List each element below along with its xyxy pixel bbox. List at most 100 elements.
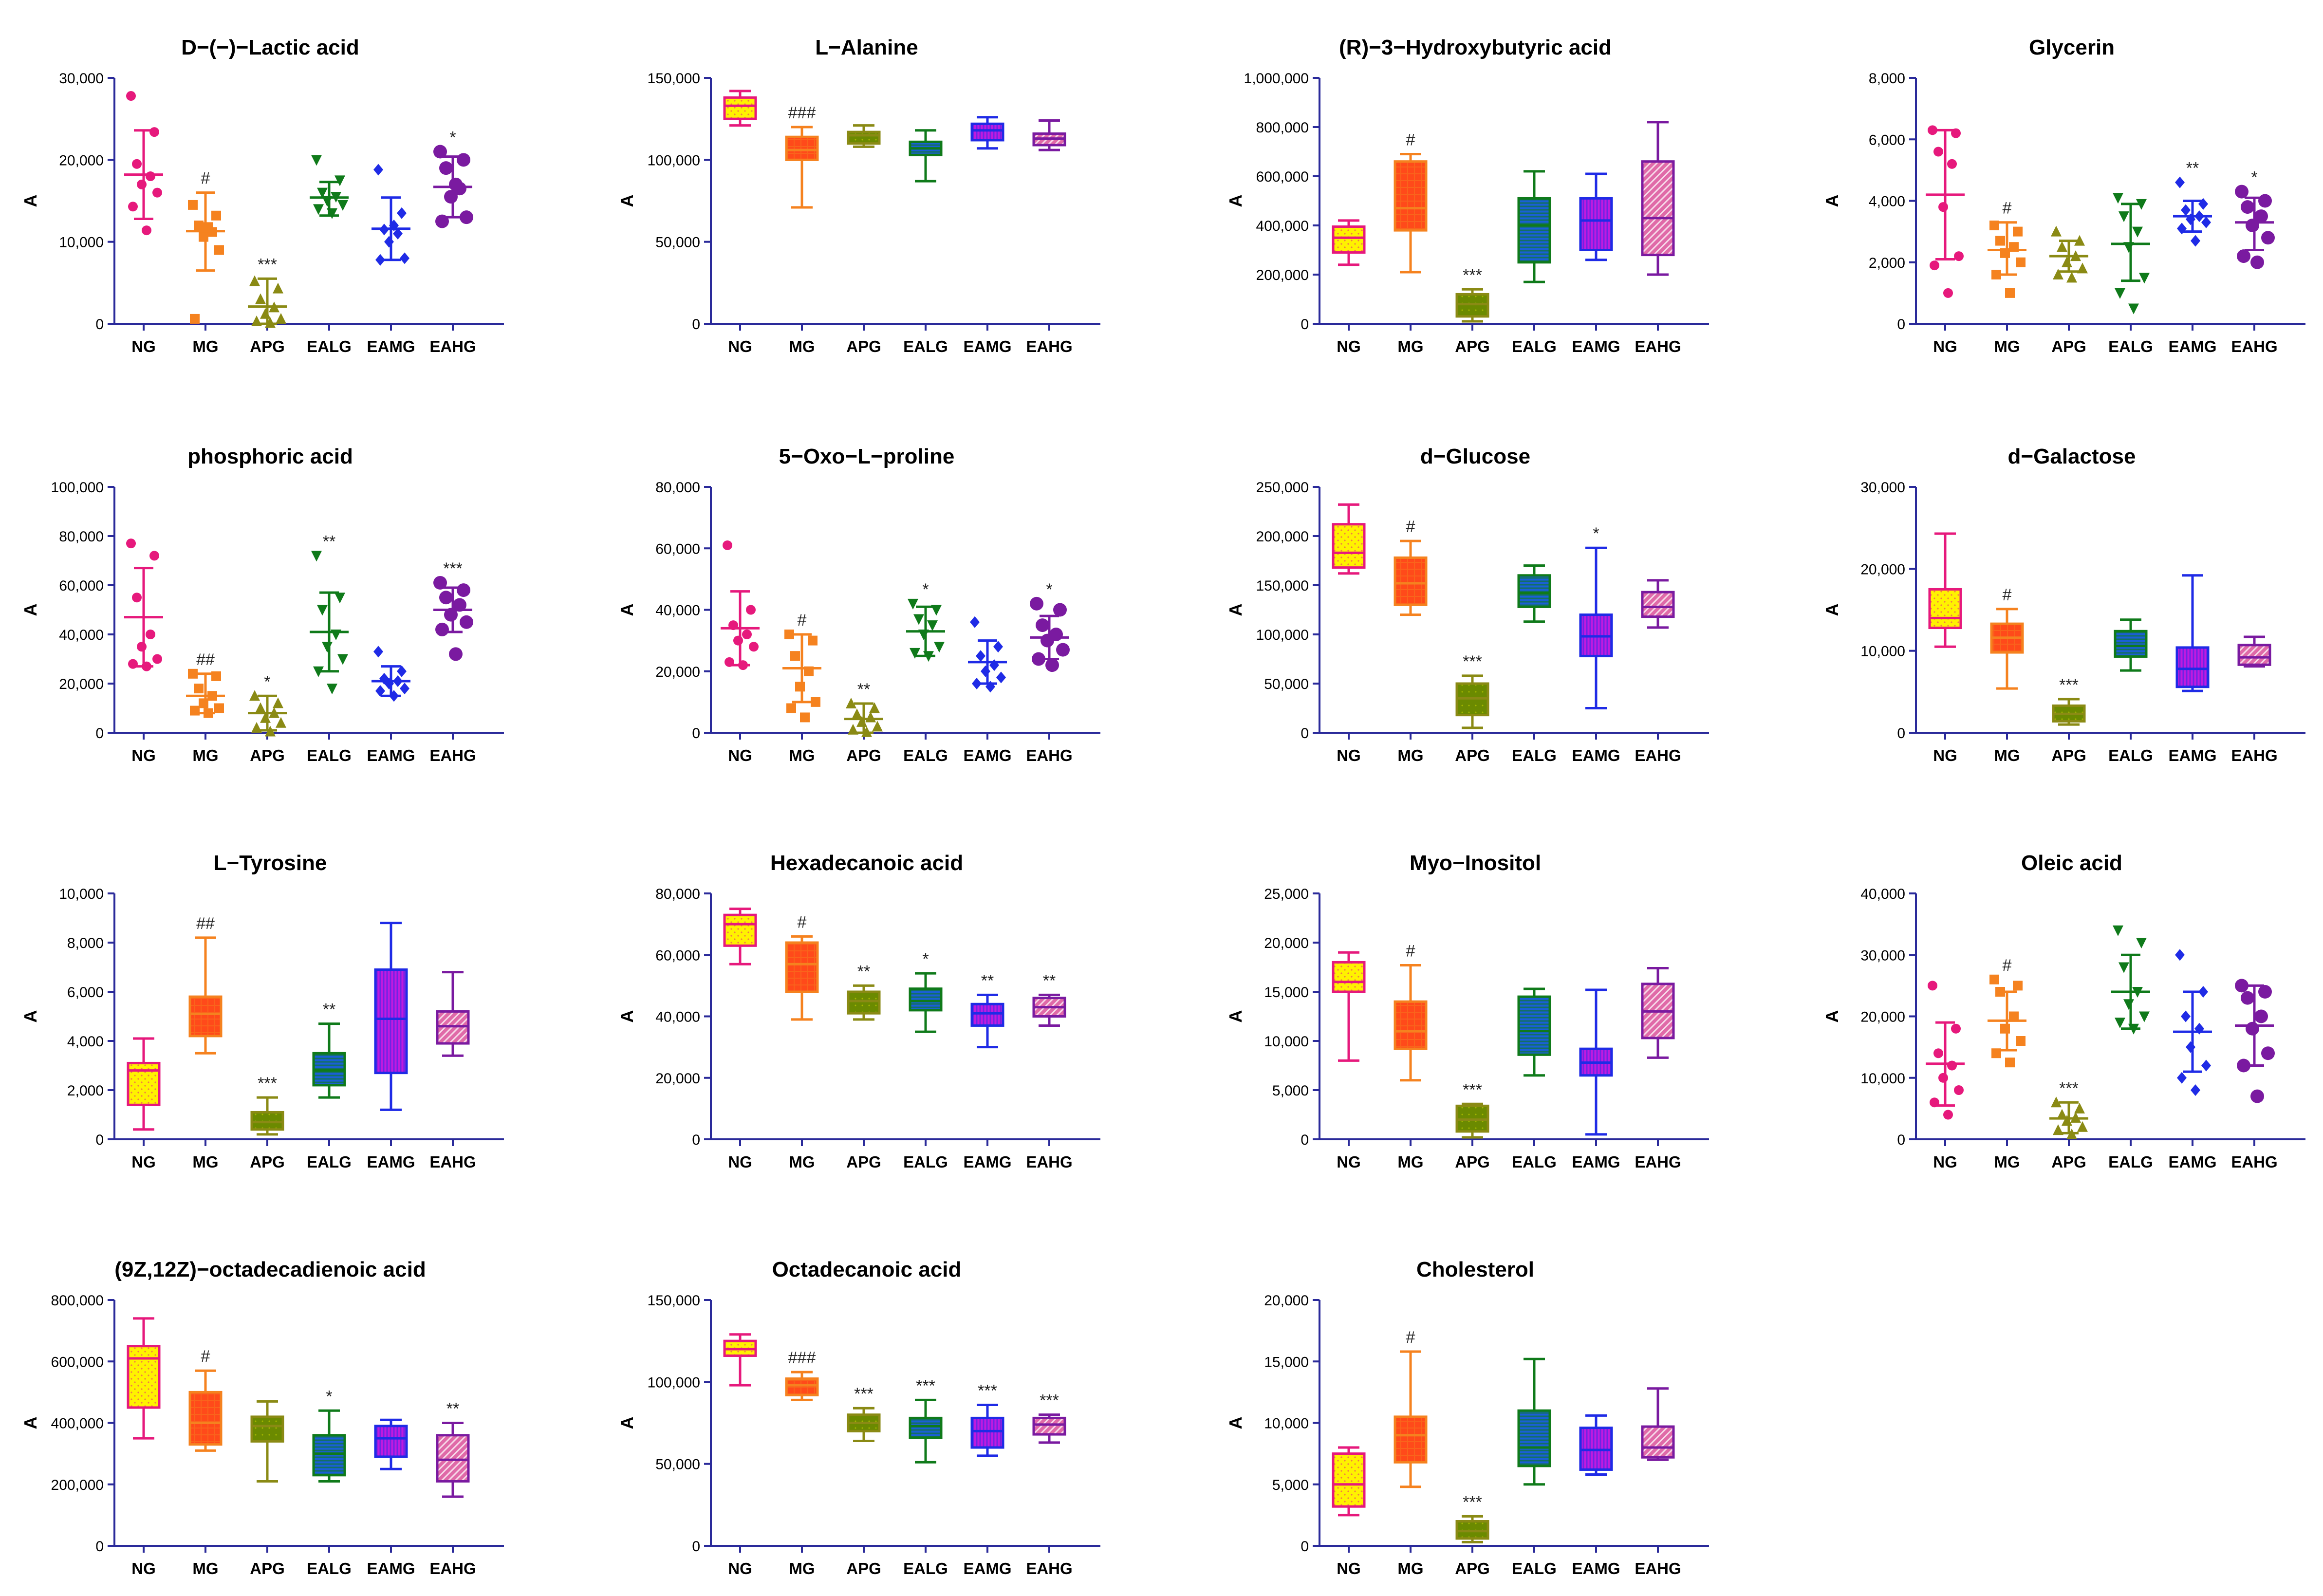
data-point (927, 620, 938, 631)
data-point (313, 666, 324, 677)
data-point (1954, 251, 1964, 261)
data-point (276, 313, 286, 324)
data-point (2241, 991, 2254, 1005)
data-point (2246, 219, 2259, 232)
data-point (790, 651, 800, 661)
data-point (2261, 231, 2275, 245)
data-point (444, 608, 458, 622)
x-tick-label: MG (192, 1153, 218, 1171)
y-tick-label: 800,000 (1256, 120, 1309, 136)
y-tick-label: 8,000 (67, 935, 104, 951)
data-point (1947, 1060, 1957, 1071)
y-tick-label: 600,000 (1256, 169, 1309, 185)
data-point (976, 650, 985, 662)
data-point (1045, 658, 1059, 672)
significance-label: ** (323, 532, 335, 551)
significance-label: # (201, 169, 210, 188)
significance-label: ** (323, 1001, 335, 1019)
y-tick-label: 20,000 (59, 152, 104, 168)
x-tick-label: EAHG (429, 337, 476, 355)
box (374, 968, 408, 1075)
data-point (439, 591, 453, 605)
y-tick-label: 0 (95, 316, 104, 333)
y-axis-label: A (20, 1010, 40, 1023)
panel-title: phosphoric acid (187, 445, 353, 468)
x-tick-label: EALG (2108, 1153, 2153, 1171)
significance-label: ** (981, 971, 994, 990)
y-tick-label: 60,000 (655, 541, 700, 557)
data-point (2139, 273, 2150, 284)
data-point (2136, 938, 2147, 948)
data-point (1989, 974, 1999, 984)
y-tick-label: 100,000 (1256, 627, 1309, 643)
y-tick-label: 0 (1301, 316, 1309, 333)
y-tick-label: 6,000 (67, 984, 104, 1001)
box (847, 130, 881, 145)
y-tick-label: 50,000 (655, 235, 700, 251)
data-point (2051, 1096, 2062, 1108)
x-tick-label: NG (1337, 1559, 1361, 1577)
box (909, 987, 943, 1012)
box (723, 96, 757, 120)
box (1579, 197, 1613, 252)
data-point (811, 697, 820, 707)
box (250, 1415, 284, 1443)
data-point (373, 164, 383, 176)
data-point (317, 187, 328, 199)
y-tick-label: 150,000 (648, 71, 700, 87)
data-point (249, 275, 260, 286)
x-tick-label: APG (250, 746, 285, 764)
x-tick-label: EAHG (429, 746, 476, 764)
data-point (913, 614, 924, 625)
y-axis-label: A (1822, 1010, 1842, 1023)
x-tick-label: NG (1933, 337, 1957, 355)
significance-label: *** (258, 255, 277, 274)
data-point (311, 155, 322, 166)
panel-title: d−Galactose (2008, 445, 2136, 468)
y-tick-label: 250,000 (1256, 480, 1309, 496)
y-tick-label: 0 (692, 1132, 700, 1148)
data-point (276, 717, 286, 728)
y-tick-label: 200,000 (1256, 267, 1309, 283)
y-tick-label: 6,000 (1869, 132, 1905, 148)
data-point (444, 190, 458, 204)
panel-title: Glycerin (2029, 36, 2115, 59)
x-tick-label: MG (789, 1559, 815, 1577)
data-point (2123, 999, 2134, 1010)
y-tick-label: 150,000 (648, 1293, 700, 1309)
y-axis-label: A (1226, 1010, 1245, 1023)
x-tick-label: APG (1455, 1559, 1490, 1577)
data-point (2119, 211, 2129, 223)
data-point (2191, 235, 2200, 247)
data-point (433, 575, 447, 590)
data-point (2016, 1036, 2026, 1046)
data-point (1933, 147, 1943, 157)
data-point (2254, 1009, 2268, 1023)
data-point (2175, 949, 2185, 961)
significance-label: * (449, 129, 456, 147)
y-tick-label: 8,000 (1869, 71, 1905, 87)
box (1394, 556, 1428, 606)
box (2175, 646, 2210, 688)
significance-label: * (922, 950, 929, 968)
significance-label: ## (196, 914, 215, 933)
y-tick-label: 80,000 (59, 529, 104, 545)
data-point (2258, 985, 2272, 999)
x-tick-label: EAHG (1026, 1153, 1072, 1171)
data-point (2132, 226, 2143, 238)
x-tick-label: MG (1994, 337, 2020, 355)
y-tick-label: 25,000 (1264, 886, 1309, 902)
data-point (137, 642, 147, 652)
x-tick-label: NG (1933, 1153, 1957, 1171)
box (970, 1002, 1004, 1027)
data-point (2237, 249, 2250, 263)
data-point (214, 245, 224, 255)
y-tick-label: 150,000 (1256, 578, 1309, 594)
y-tick-label: 0 (1301, 1132, 1309, 1148)
data-point (872, 721, 883, 732)
x-tick-label: EAHG (429, 1153, 476, 1171)
data-point (457, 583, 470, 597)
significance-label: *** (1463, 1080, 1482, 1099)
y-tick-label: 0 (95, 1539, 104, 1555)
data-point (981, 665, 990, 677)
